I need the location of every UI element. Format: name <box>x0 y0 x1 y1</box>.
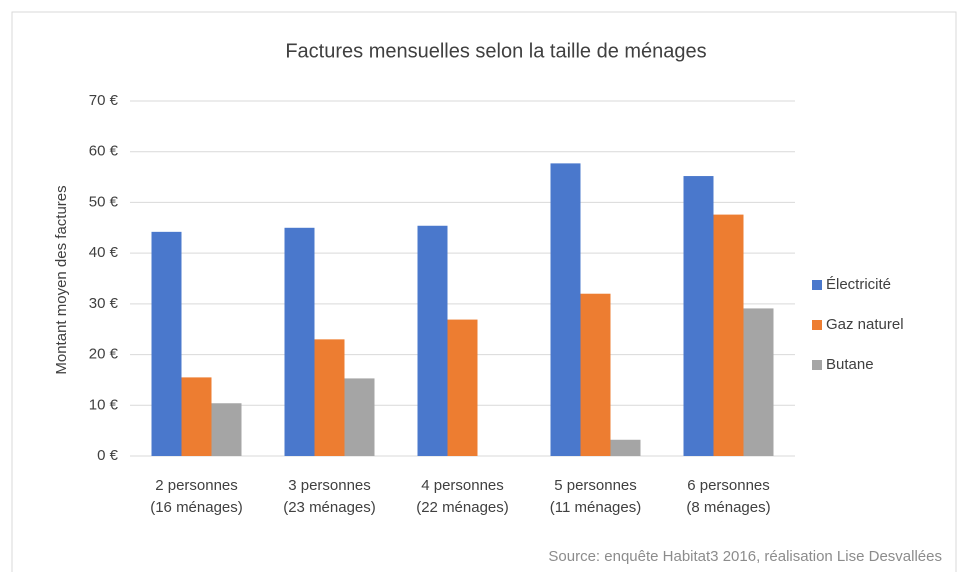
bar <box>610 439 641 456</box>
legend-swatch <box>812 360 822 370</box>
chart-title: Factures mensuelles selon la taille de m… <box>285 40 706 62</box>
legend-label: Butane <box>826 356 874 373</box>
bar <box>344 378 375 456</box>
x-tick-label: (11 ménages) <box>550 499 641 516</box>
bar <box>314 339 345 456</box>
x-tick-label: 6 personnes <box>687 477 770 494</box>
x-tick-label: (23 ménages) <box>283 499 376 516</box>
x-tick-label: (8 ménages) <box>686 499 770 516</box>
y-tick-label: 0 € <box>97 447 119 464</box>
bar <box>447 319 478 456</box>
x-tick-label: 2 personnes <box>155 477 238 494</box>
legend-label: Gaz naturel <box>826 316 904 333</box>
y-tick-label: 50 € <box>89 193 119 210</box>
bar <box>580 293 611 456</box>
legend-swatch <box>812 320 822 330</box>
bar <box>683 176 714 457</box>
x-tick-label: 5 personnes <box>554 477 637 494</box>
legend-label: Électricité <box>826 276 891 293</box>
bar <box>713 214 744 456</box>
bar <box>211 403 242 456</box>
y-tick-label: 10 € <box>89 396 119 413</box>
y-tick-label: 60 € <box>89 143 119 160</box>
source-note: Source: enquête Habitat3 2016, réalisati… <box>548 548 942 565</box>
bar <box>550 163 581 456</box>
bar <box>417 225 448 456</box>
y-tick-label: 20 € <box>89 346 119 363</box>
y-tick-label: 70 € <box>89 92 119 109</box>
bar <box>151 231 182 456</box>
legend-swatch <box>812 280 822 290</box>
x-tick-label: (16 ménages) <box>150 499 243 516</box>
y-axis-label: Montant moyen des factures <box>53 185 70 374</box>
x-tick-label: (22 ménages) <box>416 499 509 516</box>
x-tick-label: 3 personnes <box>288 477 371 494</box>
y-tick-label: 30 € <box>89 295 119 312</box>
y-tick-label: 40 € <box>89 244 119 261</box>
bar <box>284 227 315 456</box>
bar <box>743 308 774 456</box>
x-tick-label: 4 personnes <box>421 477 504 494</box>
bar <box>181 377 212 456</box>
